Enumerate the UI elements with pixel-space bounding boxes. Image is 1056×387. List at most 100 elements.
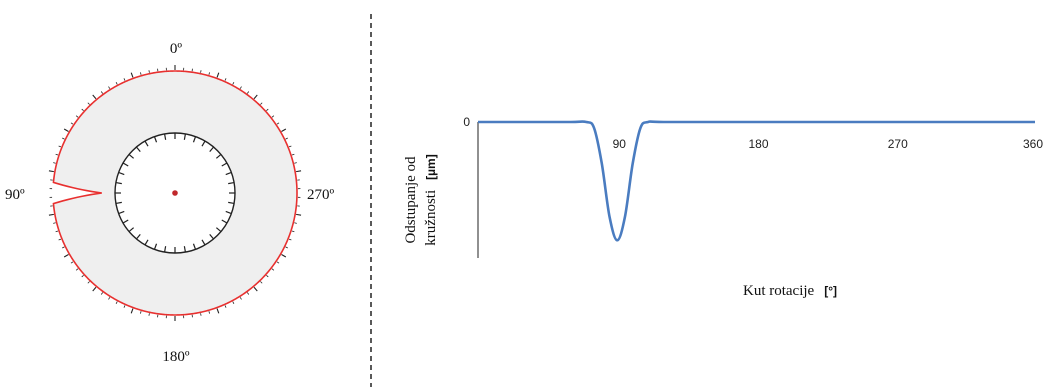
- outer-tick: [108, 297, 109, 299]
- outer-tick: [62, 247, 64, 248]
- outer-tick: [225, 78, 226, 80]
- outer-tick: [82, 109, 84, 111]
- outer-tick: [296, 171, 301, 172]
- outer-tick: [53, 223, 55, 224]
- outer-tick: [56, 231, 58, 232]
- inner-tick: [193, 244, 195, 250]
- x-tick-label: 360: [1023, 137, 1043, 151]
- outer-tick: [93, 95, 96, 99]
- outer-tick: [260, 103, 262, 105]
- outer-tick: [286, 138, 288, 139]
- inner-tick: [136, 147, 140, 152]
- outer-tick: [71, 123, 73, 124]
- outer-tick: [131, 309, 133, 314]
- angle-label-180: 180º: [162, 349, 190, 365]
- outer-tick: [131, 73, 133, 78]
- outer-tick: [254, 95, 257, 99]
- outer-tick: [296, 214, 301, 215]
- outer-tick: [289, 239, 291, 240]
- inner-tick: [216, 154, 221, 158]
- x-axis-unit: [°]: [824, 284, 837, 298]
- outer-tick: [294, 223, 296, 224]
- inner-tick: [216, 228, 221, 232]
- inner-tick: [210, 147, 214, 152]
- outer-tick: [217, 73, 219, 78]
- outer-tick: [247, 293, 248, 295]
- x-tick-label: 180: [748, 137, 768, 151]
- outer-tick: [93, 287, 96, 291]
- y-axis-title-line2: kružnosti: [423, 190, 439, 246]
- outer-tick: [71, 262, 73, 263]
- outer-tick: [76, 116, 78, 118]
- y-axis-title: Odstupanje od kružnosti [µm]: [403, 154, 439, 245]
- outer-tick: [254, 287, 257, 291]
- outer-tick: [64, 129, 68, 132]
- x-tick-label: 90: [613, 137, 627, 151]
- outer-tick: [266, 109, 268, 111]
- outer-tick: [59, 239, 61, 240]
- inner-tick: [228, 202, 234, 203]
- inner-tick: [193, 137, 195, 143]
- y-tick-labels: 0: [463, 115, 470, 129]
- inner-tick: [210, 234, 214, 239]
- inner-tick: [116, 183, 122, 184]
- outer-tick: [277, 123, 279, 124]
- outer-tick: [49, 214, 54, 215]
- outer-tick: [88, 103, 90, 105]
- inner-tick: [119, 211, 125, 213]
- inner-tick: [154, 244, 156, 250]
- outer-tick: [240, 297, 241, 299]
- outer-tick: [201, 313, 202, 315]
- outer-tick: [247, 91, 248, 93]
- inner-tick: [129, 154, 134, 158]
- angle-label-270: 270º: [307, 187, 335, 203]
- outer-tick: [101, 293, 102, 295]
- outer-tick: [116, 82, 117, 84]
- outer-tick: [294, 163, 296, 164]
- inner-tick: [228, 183, 234, 184]
- outer-tick: [140, 311, 141, 313]
- outer-tick: [217, 309, 219, 314]
- outer-tick: [225, 305, 226, 307]
- outer-tick: [108, 87, 109, 89]
- y-axis-title-line1: Odstupanje od: [403, 156, 419, 244]
- outer-tick: [56, 154, 58, 155]
- outer-tick: [116, 302, 117, 304]
- outer-tick: [62, 138, 64, 139]
- outer-tick: [286, 247, 288, 248]
- outer-tick: [124, 305, 125, 307]
- inner-tick: [222, 220, 227, 223]
- svg-text:kružnosti [µm]: kružnosti [µm]: [422, 154, 439, 245]
- outer-tick: [124, 78, 125, 80]
- inner-tick: [145, 240, 148, 245]
- outer-tick: [240, 87, 241, 89]
- outer-tick: [59, 146, 61, 147]
- outer-tick: [292, 231, 294, 232]
- outer-tick: [140, 72, 141, 74]
- outer-tick: [282, 255, 286, 258]
- y-tick-label: 0: [463, 115, 470, 129]
- inner-tick: [165, 134, 166, 140]
- inner-tick: [226, 172, 232, 174]
- angle-label-90: 90º: [5, 187, 25, 203]
- outer-tick: [209, 72, 210, 74]
- outer-tick: [277, 262, 279, 263]
- outer-tick: [260, 281, 262, 283]
- inner-tick: [119, 172, 125, 174]
- outer-tick: [101, 91, 102, 93]
- svg-text:Kut rotacije [°]: Kut rotacije [°]: [743, 282, 837, 299]
- inner-tick: [154, 137, 156, 143]
- outer-tick: [64, 255, 68, 258]
- svg-text:Odstupanje od: Odstupanje od: [403, 156, 419, 244]
- outer-tick: [149, 70, 150, 72]
- polar-roundness-chart: 0º 90º 180º 270º: [5, 41, 335, 365]
- outer-tick: [49, 171, 54, 172]
- deviation-line-chart: 90 180 270 360 0 Odstupanje od kružnosti [µ…: [403, 115, 1043, 299]
- outer-tick: [282, 129, 286, 132]
- inner-tick: [123, 163, 128, 166]
- inner-tick: [226, 211, 232, 213]
- center-point: [172, 190, 178, 196]
- outer-tick: [272, 269, 274, 271]
- outer-tick: [233, 82, 234, 84]
- y-axis-unit: [µm]: [424, 154, 438, 180]
